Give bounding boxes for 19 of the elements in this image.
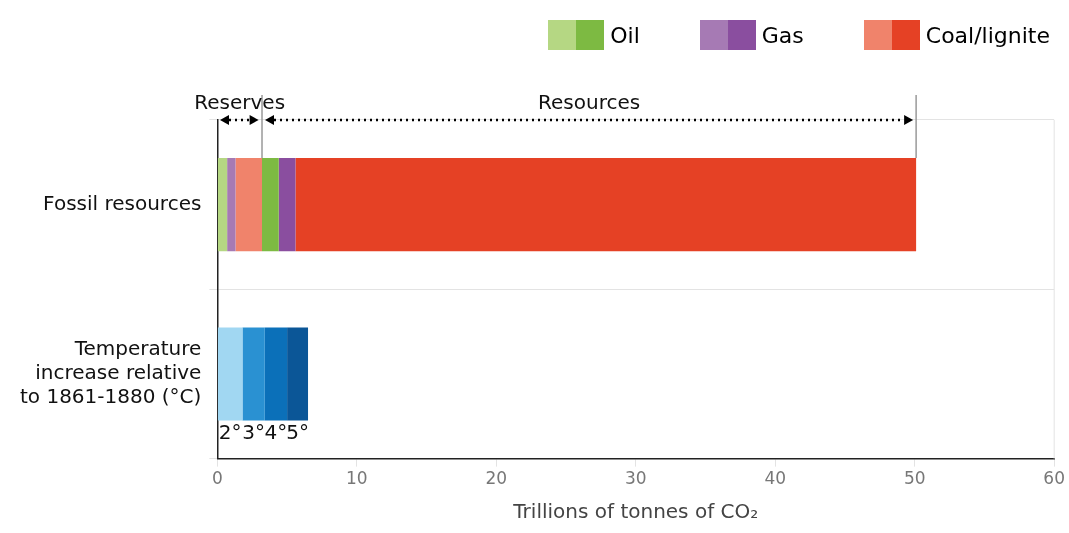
series-label: 4° <box>264 419 288 444</box>
series-label: 2° <box>218 419 242 444</box>
series-label: 3° <box>242 419 266 444</box>
x-tick-label: 30 <box>624 468 647 489</box>
x-tick-label: 50 <box>903 468 926 489</box>
legend-label: Coal/lignite <box>925 22 1050 48</box>
text: Reserves <box>194 90 286 115</box>
y-tick-label: Fossil resources <box>43 190 202 215</box>
legend-label: Gas <box>761 22 804 48</box>
x-tick-label: 0 <box>211 468 223 489</box>
text: Resources <box>537 90 641 115</box>
y-tick-label: Temperature increase relative to 1861-1880 (°C) <box>19 336 202 409</box>
legend-label: Oil <box>610 22 640 48</box>
x-tick-label: 60 <box>1043 468 1065 489</box>
series-label: 5° <box>286 419 309 444</box>
x-axis-title: Trillions of tonnes of CO₂ <box>512 499 759 524</box>
x-tick-label: 40 <box>764 468 787 489</box>
x-tick-label: 20 <box>485 468 508 489</box>
x-tick-label: 10 <box>346 468 368 489</box>
